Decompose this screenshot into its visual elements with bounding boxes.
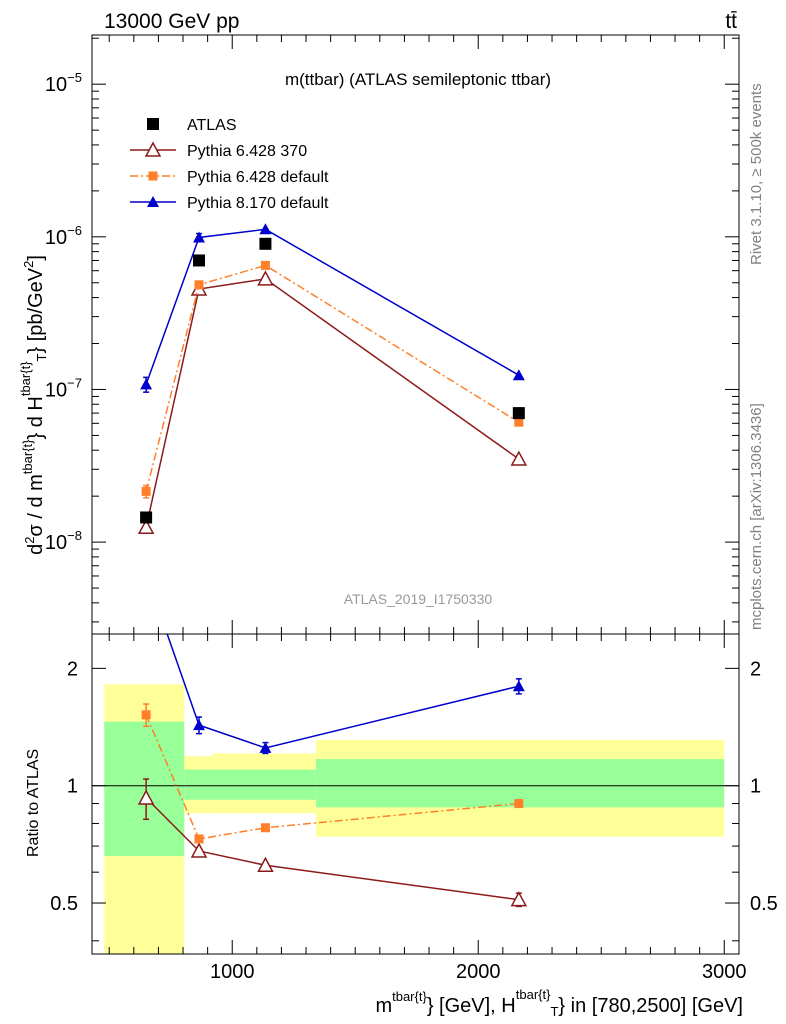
x-axis-label: mtbar{t}} [GeV], Htbar{t}T} in [780,2500… [375,987,743,1019]
ratio-y-tick-label: 2 [67,658,78,680]
legend-label: Pythia 6.428 370 [187,143,307,160]
data-point [140,511,153,524]
data-point [510,450,528,466]
ratio-line [145,714,519,840]
data-point [259,223,272,235]
ratio-point [259,741,272,753]
uncertainty-band-green [184,769,213,800]
data-point [512,369,525,381]
ratio-line [145,797,519,901]
ratio-point [512,680,525,692]
legend-marker [148,171,158,181]
ratio-series-pythia-6-428-default [141,703,524,844]
data-point [193,231,206,243]
ratio-y-tick-label-right: 1 [750,776,761,798]
ratio-y-tick-label-right: 0.5 [750,893,778,915]
series-atlas [140,237,525,524]
y-tick-label: 10−7 [45,375,82,401]
data-point [141,486,151,496]
ratio-frame [91,633,740,955]
ratio-point [194,834,204,844]
data-point [140,378,153,390]
ratio-point [141,710,151,720]
data-point [512,407,525,420]
series-pythia-8-170-default [140,223,525,393]
ratio-series-pythia-8-170-default [140,568,525,755]
main-title: m(ttbar) (ATLAS semileptonic ttbar) [285,70,551,89]
legend-marker [147,196,159,207]
ratio-point [140,568,152,579]
ratio-point [190,842,208,858]
ratio-panel: 0.5 0.5 1 1 2 2 1000 2000 3000 Ratio to ATLAS mt… [25,568,778,1019]
legend-marker [147,118,159,130]
data-point [257,270,274,286]
series-line [145,278,520,528]
analysis-label: ATLAS_2019_I1750330 [344,591,493,607]
uncertainty-band-green [212,769,316,800]
x-tick-label: 3000 [702,961,747,983]
rivet-label: Rivet 3.1.10, ≥ 500k events [748,83,765,265]
process-label: tt̄ [725,10,737,33]
data-point [137,518,155,535]
ratio-y-tick-label-right: 2 [750,658,761,680]
legend-marker [144,141,162,157]
data-point [260,260,270,270]
energy-label: 13000 GeV pp [104,10,239,33]
y-tick-label: 10−6 [45,223,82,249]
y-tick-label: 10−8 [45,528,82,554]
legend-label: Pythia 8.170 default [187,195,329,212]
ratio-line [166,634,520,749]
x-tick-label: 1000 [210,961,255,983]
mcplots-label: mcplots.cern.ch [arXiv:1306.3436] [748,403,765,630]
ratio-point [514,799,524,809]
ratio-y-tick-label: 1 [67,776,78,798]
ratio-point [137,789,155,805]
legend-label: Pythia 6.428 default [187,169,329,186]
ratio-point [260,823,270,833]
data-point [259,237,272,250]
legend: ATLAS Pythia 6.428 370 Pythia 6.428 defaul… [130,117,329,212]
x-tick-label: 2000 [456,961,501,983]
series-line [145,264,520,492]
series-line [145,228,520,385]
y-tick-label: 10−5 [45,70,82,96]
uncertainty-band-green [104,721,185,857]
main-panel: 10−8 10−7 10−6 10−5 m(ttbar) (ATLAS semilep… [18,34,740,635]
ratio-point [257,856,274,873]
ratio-y-tick-label: 0.5 [50,893,78,915]
data-point [194,280,204,290]
main-y-axis-label: d2σ / d mtbar{t}} d Htbar{t}T} [pb/GeV2] [18,255,49,555]
series-pythia-6-428-370 [137,270,528,535]
legend-label: ATLAS [187,117,237,134]
data-point [193,254,206,267]
ratio-point [193,719,206,731]
ratio-y-axis-label: Ratio to ATLAS [25,749,42,857]
ratio-series-pythia-6-428-370 [137,778,528,908]
ratio-point [510,891,528,907]
series-pythia-6-428-default [141,260,524,499]
data-point [514,417,524,427]
